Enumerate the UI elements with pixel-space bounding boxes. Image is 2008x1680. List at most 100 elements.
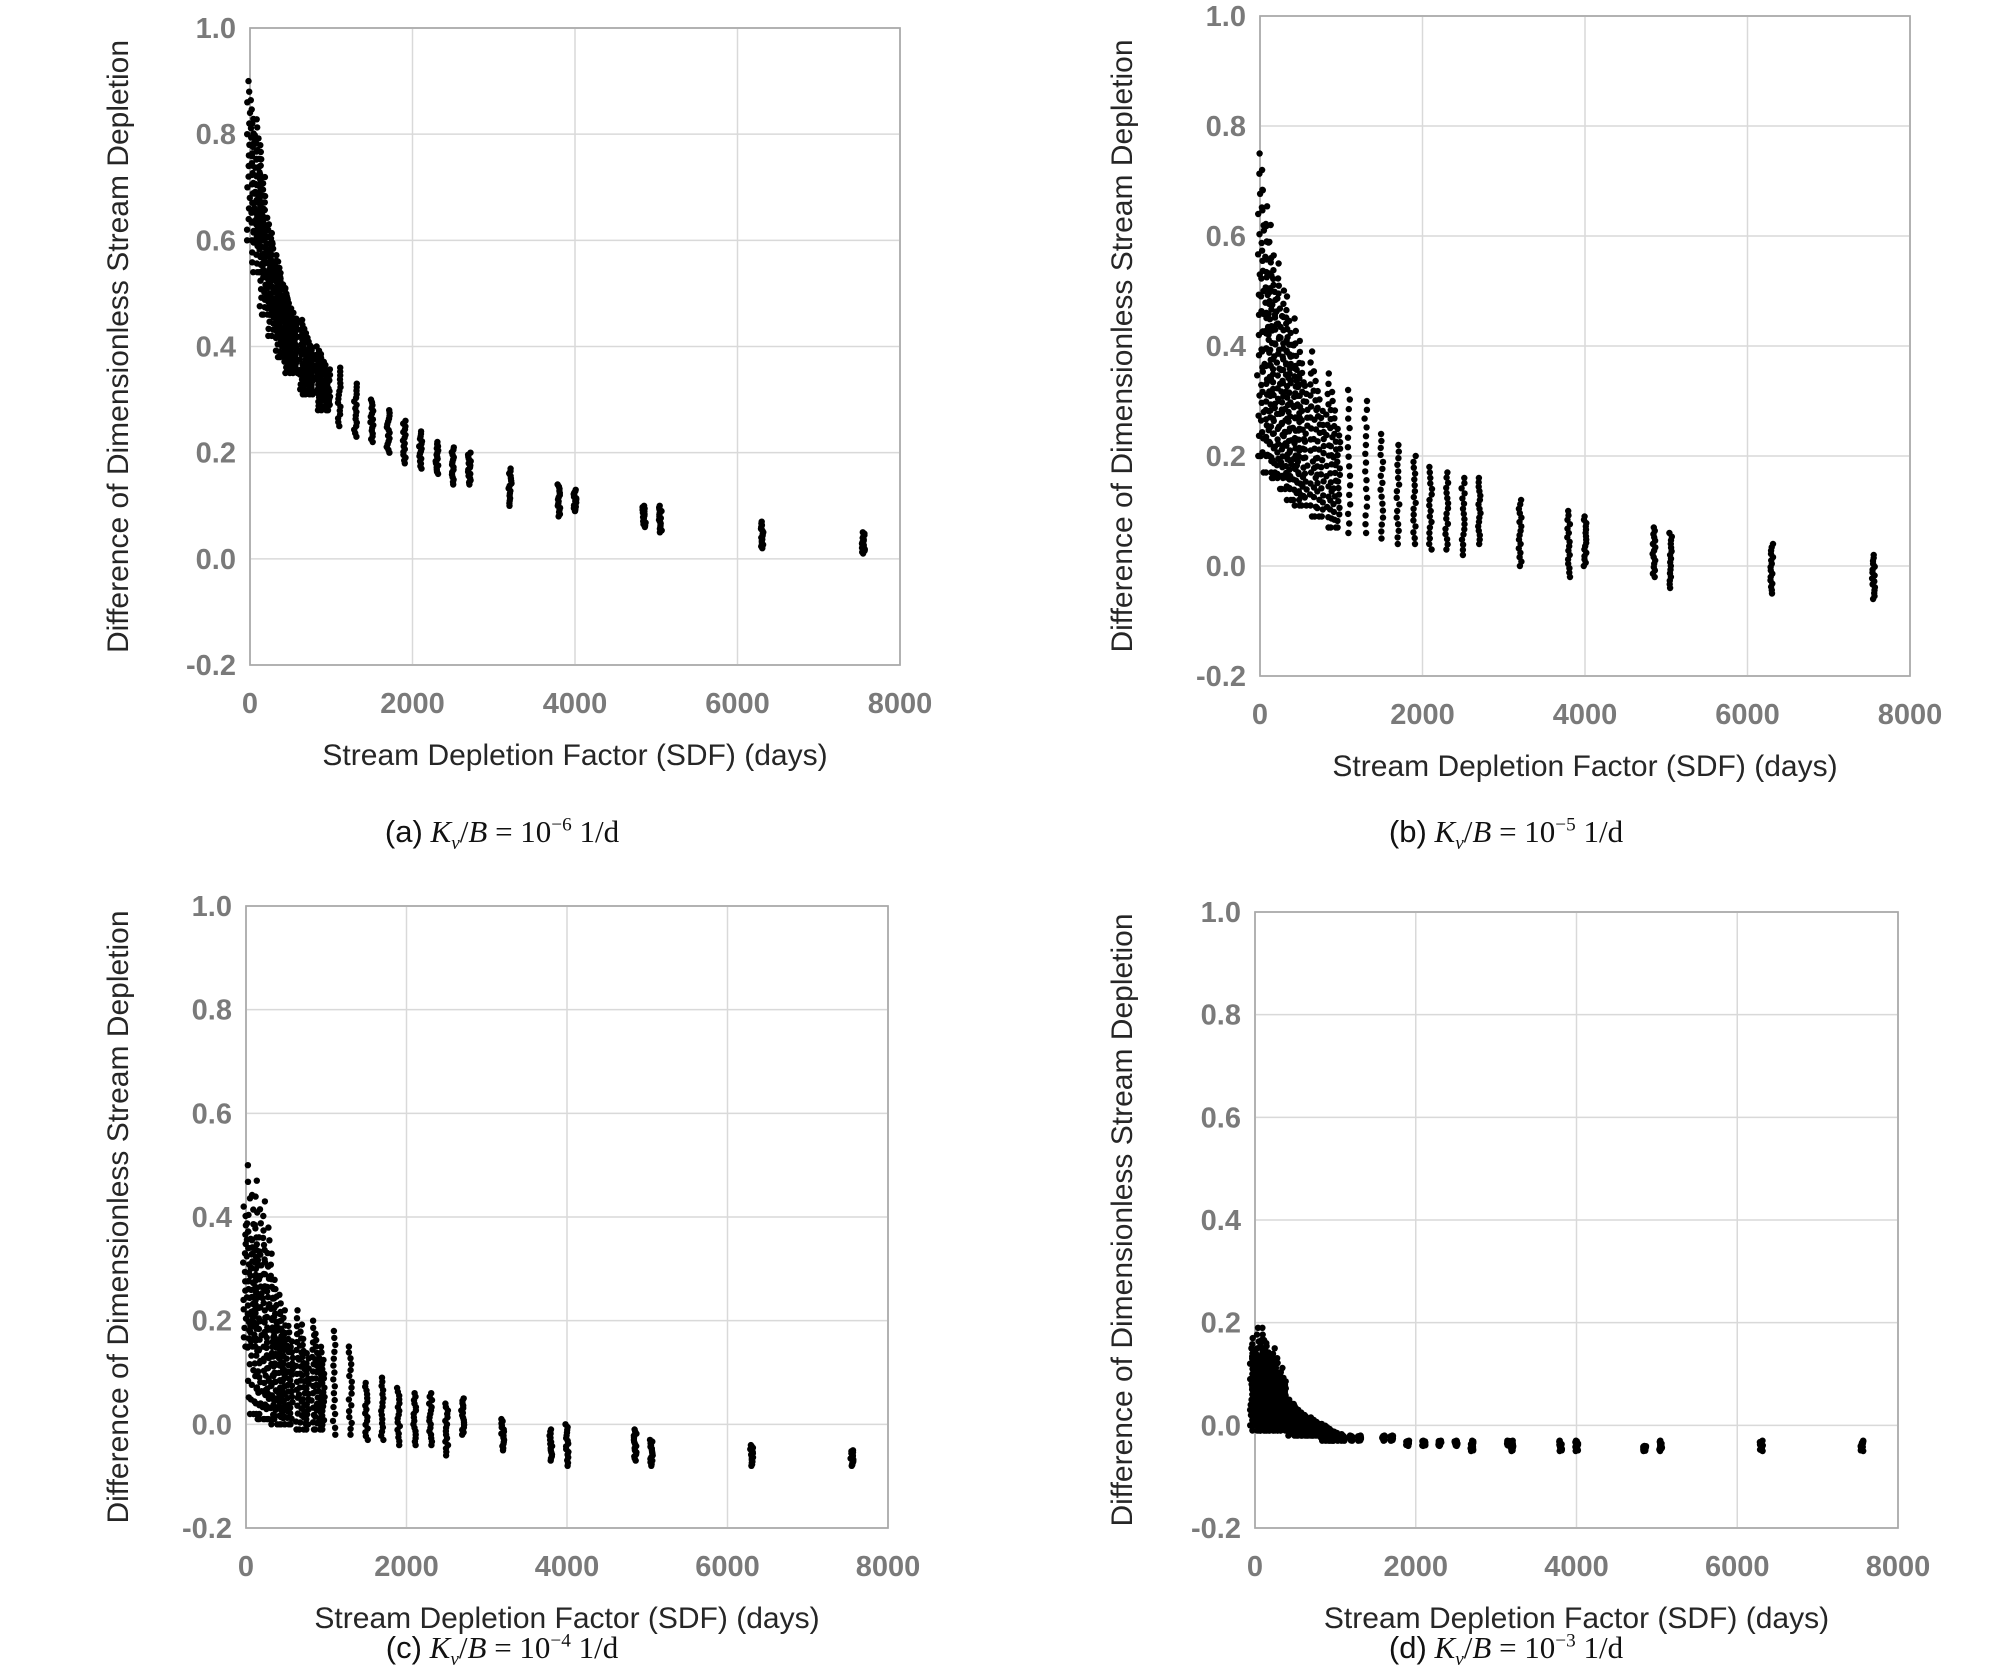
data-point: [1444, 479, 1452, 486]
data-point: [265, 233, 272, 240]
data-point: [274, 264, 282, 272]
x-tick-label: 4000: [1553, 699, 1618, 731]
y-axis-title: Difference of Dimensionless Stream Deple…: [102, 910, 135, 1523]
data-point: [1298, 502, 1305, 509]
data-point: [303, 1400, 310, 1408]
data-point: [331, 1396, 338, 1404]
data-point: [1426, 502, 1433, 509]
data-point: [1270, 267, 1277, 274]
data-point: [331, 1334, 338, 1342]
data-point: [1460, 531, 1467, 538]
data-point: [254, 1368, 261, 1375]
data-point: [1291, 502, 1298, 509]
data-point: [1265, 331, 1272, 338]
data-point: [1302, 478, 1309, 485]
y-tick-label: 1.0: [1201, 897, 1241, 929]
x-tick-label: 0: [238, 1551, 254, 1583]
data-point: [1279, 1391, 1286, 1398]
data-point: [1301, 470, 1309, 477]
data-point: [450, 444, 457, 451]
y-tick-label: 0.4: [1201, 1205, 1241, 1237]
data-point: [353, 380, 360, 387]
data-point: [319, 1412, 326, 1419]
data-point: [417, 428, 425, 435]
data-point: [646, 1436, 654, 1444]
data-point: [1327, 470, 1334, 477]
data-point: [1335, 432, 1343, 439]
data-point: [1261, 1345, 1269, 1353]
data-points: [240, 1162, 857, 1469]
data-point: [1279, 353, 1286, 360]
x-tick-label: 0: [242, 688, 258, 720]
data-point: [261, 206, 268, 214]
data-point: [1428, 491, 1435, 498]
data-point: [1377, 472, 1384, 479]
data-point: [293, 1323, 301, 1330]
data-point: [1266, 424, 1274, 431]
data-point: [1411, 482, 1418, 489]
data-point: [260, 1270, 267, 1278]
data-point: [1395, 448, 1402, 455]
data-point: [1394, 474, 1402, 482]
data-point: [287, 1376, 294, 1384]
data-point: [303, 1360, 310, 1367]
data-point: [1284, 456, 1291, 463]
data-point: [1256, 150, 1263, 157]
x-tick-label: 0: [1247, 1551, 1263, 1583]
data-point: [1249, 1334, 1256, 1342]
data-point: [253, 1352, 260, 1359]
y-tick-label: 0.2: [1201, 1308, 1241, 1340]
data-point: [1303, 486, 1310, 493]
y-tick-label: 0.8: [1201, 1000, 1241, 1032]
x-tick-label: 2000: [1390, 699, 1455, 731]
data-point: [1443, 484, 1450, 492]
data-point: [1303, 398, 1310, 405]
data-point: [244, 1178, 252, 1185]
data-point: [656, 502, 663, 509]
data-point: [1262, 1380, 1269, 1388]
data-point: [402, 417, 409, 424]
data-point: [1320, 442, 1327, 450]
data-point: [285, 1322, 292, 1330]
data-point: [260, 1227, 267, 1234]
data-point: [1310, 368, 1318, 375]
data-point: [1275, 335, 1283, 342]
data-point: [1344, 386, 1352, 394]
data-point: [1395, 441, 1402, 449]
data-point: [263, 1352, 271, 1359]
x-tick-label: 6000: [1715, 699, 1780, 731]
data-point: [1346, 424, 1353, 432]
data-point: [1307, 502, 1314, 509]
data-point: [1517, 496, 1525, 504]
data-point: [1443, 489, 1450, 497]
data-point: [297, 1419, 304, 1426]
data-point: [310, 1324, 317, 1332]
data-point: [1291, 315, 1298, 322]
data-point: [1295, 436, 1302, 443]
data-point: [1327, 479, 1335, 486]
x-tick-label: 8000: [856, 1551, 921, 1583]
caption-c: (c) Kv/B = 10−4 1/d: [385, 1630, 619, 1671]
data-point: [631, 1426, 638, 1433]
plot-border: [1254, 911, 1899, 1529]
data-point: [248, 106, 255, 113]
data-point: [1469, 1437, 1476, 1444]
data-point: [303, 1370, 310, 1377]
data-point: [1377, 451, 1384, 459]
data-point: [276, 1343, 284, 1350]
data-point: [378, 1374, 386, 1381]
chart-panel-a: -0.2 0.0 0.2 0.4 0.6 0.8 1.0 0 2000 4000 6000 8000 S…: [0, 0, 1004, 854]
data-point: [1444, 469, 1451, 476]
data-point: [1269, 415, 1277, 422]
data-point: [1320, 449, 1327, 457]
data-point: [260, 1212, 267, 1220]
data-point: [330, 1403, 337, 1411]
data-point: [1258, 381, 1265, 389]
data-point: [287, 1410, 294, 1417]
data-point: [1395, 527, 1402, 534]
data-point: [1266, 289, 1273, 296]
x-tick-label: 8000: [868, 688, 933, 720]
data-point: [261, 1319, 268, 1326]
data-point: [640, 502, 648, 509]
data-point: [1410, 517, 1417, 524]
